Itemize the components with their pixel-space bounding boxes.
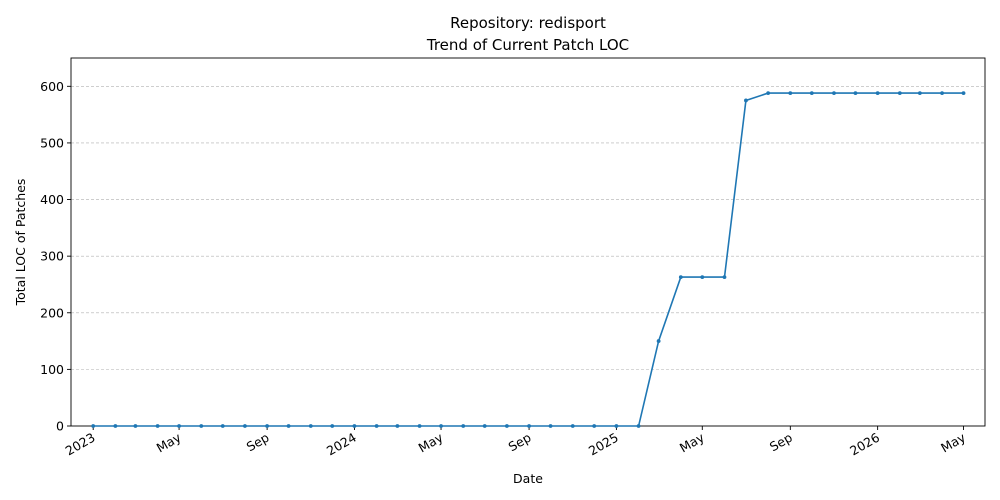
- data-point: [592, 424, 597, 428]
- x-tick-label: May: [938, 429, 968, 455]
- data-point: [527, 424, 531, 428]
- x-tick-label: May: [677, 429, 707, 455]
- axes: [70, 57, 986, 427]
- y-tick-label: 200: [40, 305, 64, 320]
- data-point: [374, 424, 379, 428]
- data-point: [265, 424, 270, 428]
- x-tick-label: Sep: [767, 430, 795, 455]
- x-tick-label: 2025: [586, 430, 621, 459]
- x-tick-label: Sep: [244, 430, 272, 455]
- data-point: [636, 424, 641, 428]
- y-tick-label: 400: [40, 192, 64, 207]
- x-tick-label: May: [154, 429, 184, 455]
- grid-lines: [71, 86, 985, 370]
- data-point: [722, 275, 727, 280]
- data-point: [744, 98, 748, 103]
- data-point: [177, 424, 181, 428]
- data-point: [113, 424, 118, 428]
- x-tick-label: 2023: [63, 430, 98, 459]
- data-point: [308, 424, 313, 428]
- data-point: [439, 424, 443, 428]
- x-axis-label: Date: [513, 471, 543, 486]
- data-point: [875, 91, 880, 96]
- data-point: [220, 424, 225, 428]
- y-axis-ticks: 0 100 200 300 400 500 600: [40, 79, 71, 434]
- data-point: [570, 424, 575, 428]
- data-point: [133, 424, 138, 428]
- data-point: [917, 91, 922, 96]
- data-point: [940, 91, 944, 96]
- data-point: [832, 91, 836, 96]
- data-point: [700, 275, 705, 280]
- x-axis-ticks: 2023 May Sep 2024 May Sep 2025 May Sep 2026 May: [63, 426, 969, 459]
- data-point: [853, 91, 858, 96]
- y-tick-label: 0: [56, 419, 64, 434]
- data-point: [155, 424, 160, 428]
- data-point: [961, 91, 966, 96]
- data-point: [482, 424, 487, 428]
- y-tick-label: 600: [40, 79, 64, 94]
- x-tick-label: 2026: [847, 430, 882, 459]
- data-point: [504, 424, 509, 428]
- data-point: [809, 91, 814, 96]
- plot-frame: [70, 57, 986, 427]
- y-tick-label: 500: [40, 135, 64, 150]
- y-tick-label: 100: [40, 362, 64, 377]
- data-point: [417, 424, 422, 428]
- x-tick-label: May: [416, 429, 446, 455]
- series-layer: [91, 91, 966, 428]
- chart-subtitle: Trend of Current Patch LOC: [426, 36, 629, 54]
- data-point: [91, 424, 96, 428]
- data-point: [199, 424, 204, 428]
- data-point: [766, 91, 771, 96]
- data-point: [330, 424, 335, 428]
- data-point: [243, 424, 247, 428]
- chart-title: Repository: redisport: [450, 14, 606, 32]
- data-point: [656, 339, 661, 343]
- y-axis-label: Total LOC of Patches: [13, 179, 28, 307]
- data-point: [548, 424, 553, 428]
- data-point: [286, 424, 291, 428]
- x-tick-label: 2024: [324, 430, 359, 459]
- y-tick-label: 300: [40, 249, 64, 264]
- data-point: [395, 424, 400, 428]
- data-point: [461, 424, 466, 428]
- data-point: [352, 424, 357, 428]
- data-point: [614, 424, 619, 428]
- data-point: [788, 91, 793, 96]
- data-point: [897, 91, 902, 96]
- x-tick-label: Sep: [506, 430, 534, 455]
- data-point: [678, 275, 683, 280]
